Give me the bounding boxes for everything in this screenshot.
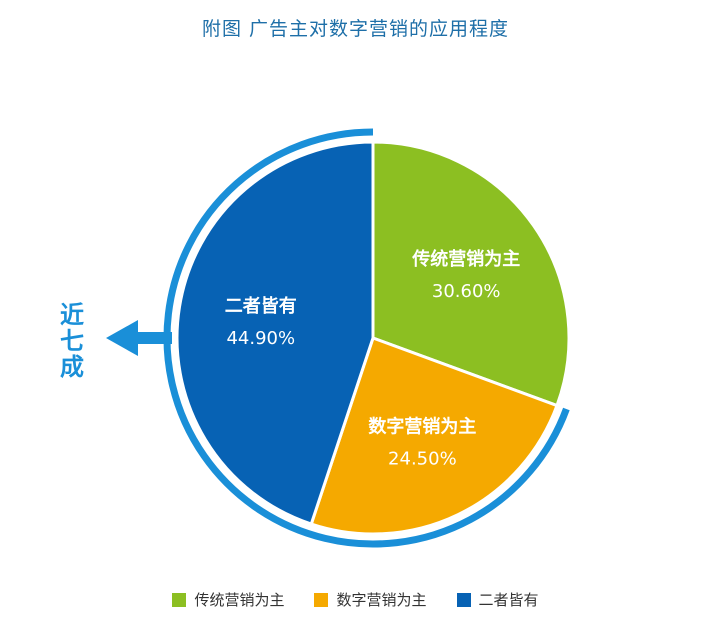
- callout-char: 近: [60, 301, 84, 329]
- left-arrow-icon: [106, 320, 172, 356]
- slice-value-label: 44.90%: [226, 328, 295, 349]
- slice-digital: [309, 336, 559, 536]
- legend-item-both: 二者皆有: [456, 589, 539, 610]
- legend-swatch: [456, 592, 471, 607]
- legend-item-traditional: 传统营销为主: [172, 589, 284, 610]
- callout-char: 七: [60, 327, 84, 355]
- callout-text: 近 七 成: [52, 302, 92, 380]
- slice-label: 数字营销为主: [368, 415, 476, 437]
- chart-title: 附图 广告主对数字营销的应用程度: [201, 18, 510, 40]
- group-ring: [163, 128, 570, 548]
- legend-swatch: [172, 592, 187, 607]
- legend-item-digital: 数字营销为主: [314, 589, 427, 610]
- legend-label: 传统营销为主: [194, 591, 285, 609]
- legend-swatch: [314, 592, 329, 607]
- legend: 传统营销为主 数字营销为主 二者皆有: [0, 589, 711, 610]
- legend-label: 二者皆有: [478, 591, 539, 609]
- slice-traditional: [371, 140, 571, 408]
- slice-label: 二者皆有: [225, 295, 297, 317]
- slice-value-label: 30.60%: [432, 281, 501, 302]
- legend-label: 数字营销为主: [336, 591, 427, 609]
- slice-both: [175, 140, 375, 526]
- callout-char: 成: [60, 353, 84, 381]
- slice-value-label: 24.50%: [388, 448, 457, 469]
- slice-label: 传统营销为主: [411, 248, 520, 270]
